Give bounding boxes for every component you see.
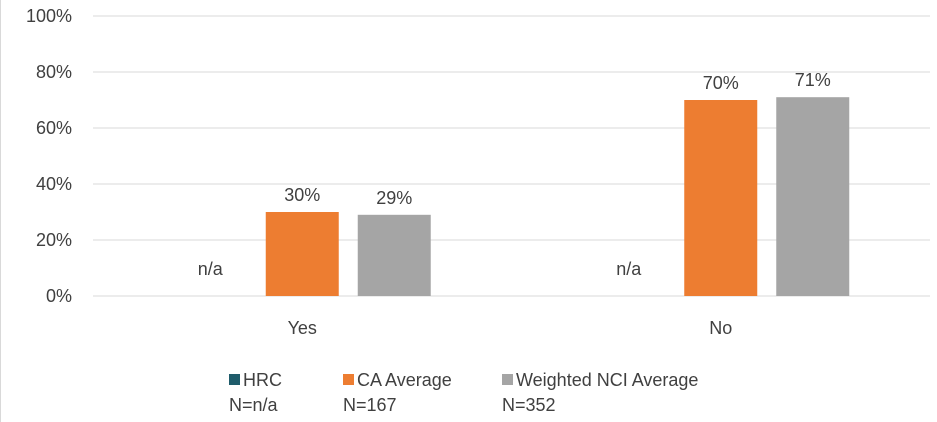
legend-swatch-hrc bbox=[229, 374, 240, 385]
y-tick-label: 60% bbox=[36, 118, 72, 138]
data-label: 70% bbox=[703, 73, 739, 93]
legend-item-ca-average: CA Average N=167 bbox=[343, 370, 452, 416]
x-tick-label: No bbox=[709, 318, 732, 338]
legend-item-hrc: HRC N=n/a bbox=[229, 370, 282, 416]
chart-frame-border bbox=[0, 0, 1, 422]
y-tick-label: 20% bbox=[36, 230, 72, 250]
y-axis: 0% 20% 40% 60% 80% 100% bbox=[26, 6, 72, 306]
legend-swatch-weighted-nci-average bbox=[502, 374, 513, 385]
y-tick-label: 0% bbox=[46, 286, 72, 306]
x-tick-label: Yes bbox=[288, 318, 317, 338]
legend-label-ca-average: CA Average bbox=[357, 370, 452, 390]
bar bbox=[776, 97, 850, 296]
legend: HRC N=n/a CA Average N=167 Weighted NCI … bbox=[0, 370, 937, 422]
bars bbox=[265, 97, 850, 296]
data-label: 30% bbox=[284, 185, 320, 205]
y-tick-label: 100% bbox=[26, 6, 72, 26]
data-label: 29% bbox=[376, 188, 412, 208]
data-labels: n/a 30% 29% n/a 70% 71% bbox=[198, 70, 831, 279]
bar bbox=[684, 100, 758, 296]
legend-swatch-ca-average bbox=[343, 374, 354, 385]
legend-n-weighted-nci-average: N=352 bbox=[502, 395, 556, 415]
data-label: 71% bbox=[795, 70, 831, 90]
legend-label-hrc: HRC bbox=[243, 370, 282, 390]
legend-n-hrc: N=n/a bbox=[229, 395, 278, 415]
data-label: n/a bbox=[616, 259, 642, 279]
bar bbox=[357, 214, 431, 296]
bar bbox=[265, 212, 339, 296]
x-axis: Yes No bbox=[288, 318, 733, 338]
y-tick-label: 80% bbox=[36, 62, 72, 82]
bar-chart: 0% 20% 40% 60% 80% 100% Yes No n/a 30% 29% n/a 70%… bbox=[26, 6, 930, 338]
legend-label-weighted-nci-average: Weighted NCI Average bbox=[516, 370, 699, 390]
data-label: n/a bbox=[198, 259, 224, 279]
legend-item-weighted-nci-average: Weighted NCI Average N=352 bbox=[502, 370, 698, 416]
legend-n-ca-average: N=167 bbox=[343, 395, 397, 415]
y-tick-label: 40% bbox=[36, 174, 72, 194]
